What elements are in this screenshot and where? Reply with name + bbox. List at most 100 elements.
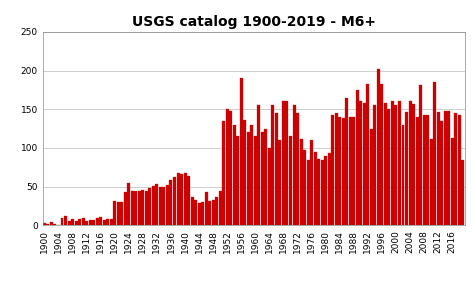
Bar — [85, 221, 88, 225]
Bar — [272, 105, 274, 225]
Bar — [183, 173, 187, 225]
Bar — [67, 221, 71, 225]
Bar — [64, 216, 67, 225]
Bar — [282, 101, 285, 225]
Bar — [447, 111, 450, 225]
Bar — [194, 200, 197, 225]
Bar — [208, 201, 211, 225]
Bar — [243, 120, 246, 225]
Bar — [120, 202, 123, 225]
Bar — [451, 138, 454, 225]
Bar — [374, 105, 376, 225]
Bar — [331, 115, 334, 225]
Bar — [394, 105, 398, 225]
Bar — [391, 101, 394, 225]
Bar — [233, 125, 236, 225]
Bar — [419, 85, 422, 225]
Bar — [166, 185, 169, 225]
Bar — [92, 220, 95, 225]
Title: USGS catalog 1900-2019 - M6+: USGS catalog 1900-2019 - M6+ — [132, 15, 375, 29]
Bar — [257, 105, 260, 225]
Bar — [138, 190, 141, 225]
Bar — [454, 113, 457, 225]
Bar — [409, 101, 411, 225]
Bar — [128, 183, 130, 225]
Bar — [191, 197, 193, 225]
Bar — [352, 117, 356, 225]
Bar — [96, 218, 99, 225]
Bar — [226, 109, 229, 225]
Bar — [356, 90, 359, 225]
Bar — [113, 201, 116, 225]
Bar — [176, 173, 180, 225]
Bar — [437, 112, 440, 225]
Bar — [264, 129, 267, 225]
Bar — [247, 132, 250, 225]
Bar — [109, 219, 113, 225]
Bar — [307, 160, 310, 225]
Bar — [444, 111, 447, 225]
Bar — [328, 153, 331, 225]
Bar — [349, 117, 352, 225]
Bar — [99, 217, 102, 225]
Bar — [229, 111, 232, 225]
Bar — [275, 113, 278, 225]
Bar — [317, 159, 320, 225]
Bar — [240, 78, 243, 225]
Bar — [268, 148, 271, 225]
Bar — [131, 190, 134, 225]
Bar — [134, 191, 137, 225]
Bar — [429, 140, 433, 225]
Bar — [117, 202, 120, 225]
Bar — [152, 186, 155, 225]
Bar — [141, 190, 145, 225]
Bar — [377, 69, 380, 225]
Bar — [212, 200, 215, 225]
Bar — [103, 220, 106, 225]
Bar — [261, 132, 264, 225]
Bar — [89, 220, 91, 225]
Bar — [170, 180, 173, 225]
Bar — [359, 101, 362, 225]
Bar — [363, 103, 366, 225]
Bar — [384, 103, 387, 225]
Bar — [187, 176, 190, 225]
Bar — [303, 150, 306, 225]
Bar — [324, 156, 327, 225]
Bar — [314, 152, 317, 225]
Bar — [370, 129, 373, 225]
Bar — [320, 160, 324, 225]
Bar — [401, 125, 404, 225]
Bar — [300, 139, 302, 225]
Bar — [440, 121, 443, 225]
Bar — [43, 223, 46, 225]
Bar — [296, 113, 299, 225]
Bar — [433, 82, 436, 225]
Bar — [173, 177, 176, 225]
Bar — [46, 224, 49, 225]
Bar — [71, 219, 74, 225]
Bar — [412, 104, 415, 225]
Bar — [82, 218, 84, 225]
Bar — [338, 117, 341, 225]
Bar — [461, 160, 464, 225]
Bar — [310, 140, 313, 225]
Bar — [289, 136, 292, 225]
Bar — [155, 184, 158, 225]
Bar — [398, 101, 401, 225]
Bar — [426, 115, 429, 225]
Bar — [124, 192, 127, 225]
Bar — [163, 188, 165, 225]
Bar — [78, 219, 81, 225]
Bar — [292, 105, 295, 225]
Bar — [222, 121, 225, 225]
Bar — [423, 115, 426, 225]
Bar — [74, 221, 78, 225]
Bar — [254, 136, 257, 225]
Bar — [387, 109, 391, 225]
Bar — [335, 113, 337, 225]
Bar — [342, 118, 345, 225]
Bar — [215, 197, 218, 225]
Bar — [405, 112, 408, 225]
Bar — [205, 192, 208, 225]
